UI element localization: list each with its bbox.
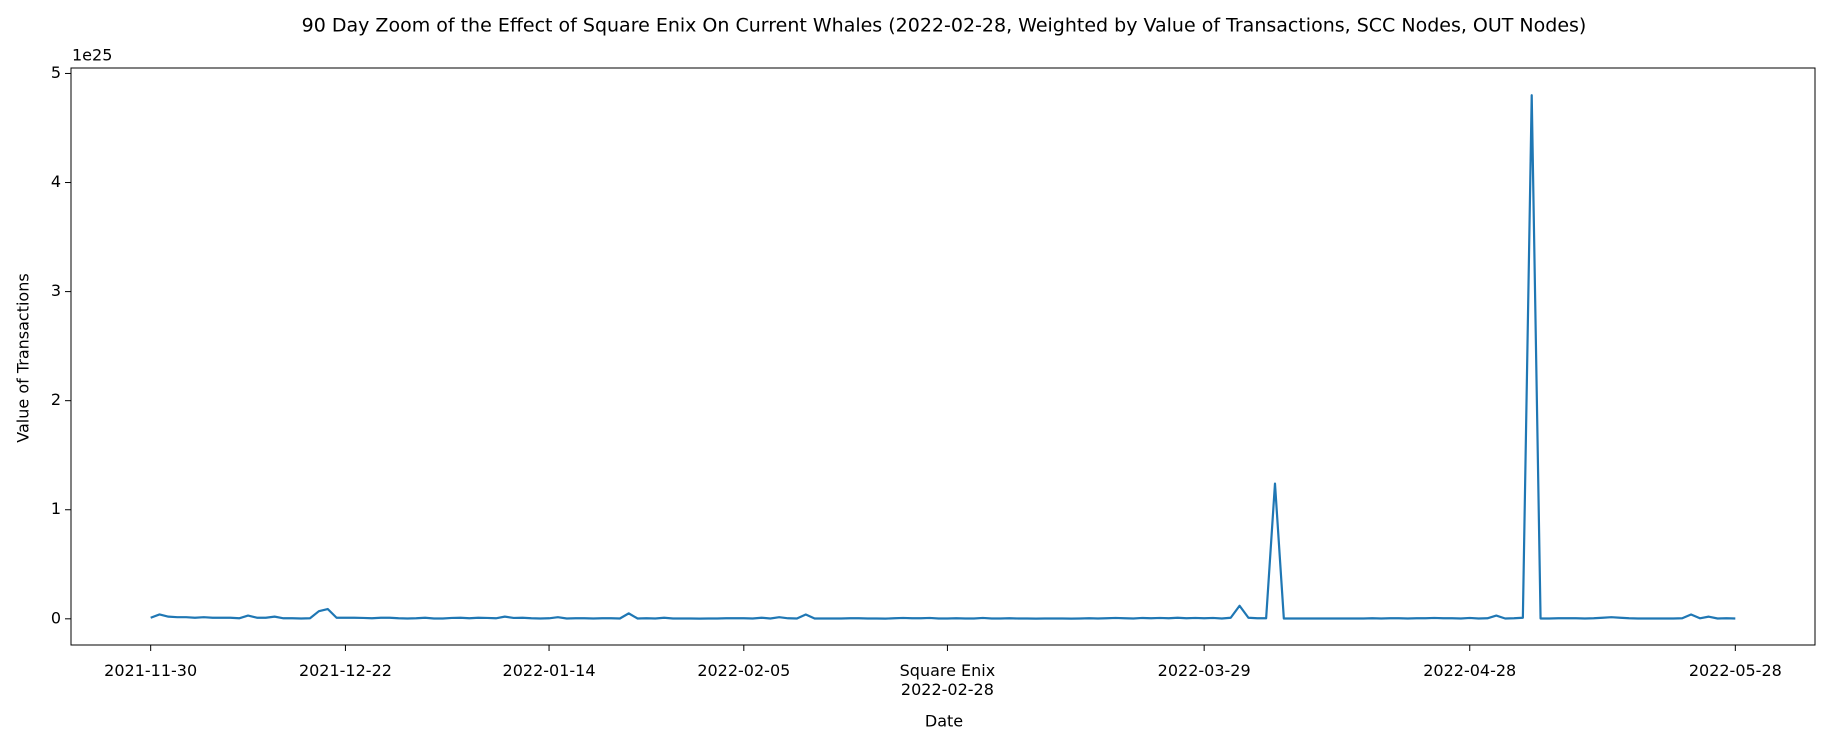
chart-title: 90 Day Zoom of the Effect of Square Enix… — [302, 15, 1587, 37]
y-tick-label: 5 — [51, 63, 61, 82]
x-tick-label: 2022-05-28 — [1689, 661, 1782, 680]
y-tick-label: 1 — [51, 499, 61, 518]
x-tick-label: 2022-03-29 — [1158, 661, 1251, 680]
y-tick-label: 3 — [51, 281, 61, 300]
x-tick-label: Square Enix 2022-02-28 — [900, 661, 996, 699]
y-tick-label: 4 — [51, 172, 61, 191]
x-tick-label: 2021-11-30 — [104, 661, 197, 680]
y-offset-label: 1e25 — [72, 46, 112, 65]
x-tick-label: 2021-12-22 — [299, 661, 392, 680]
y-tick-label: 0 — [51, 608, 61, 627]
plot-frame — [70, 67, 1816, 646]
x-axis-label: Date — [925, 712, 963, 731]
y-tick-label: 2 — [51, 390, 61, 409]
x-tick-label: 2022-04-28 — [1423, 661, 1516, 680]
x-tick-label: 2022-02-05 — [697, 661, 790, 680]
y-axis-label: Value of Transactions — [14, 273, 33, 442]
data-line — [150, 94, 1736, 620]
x-tick-label: 2022-01-14 — [503, 661, 596, 680]
